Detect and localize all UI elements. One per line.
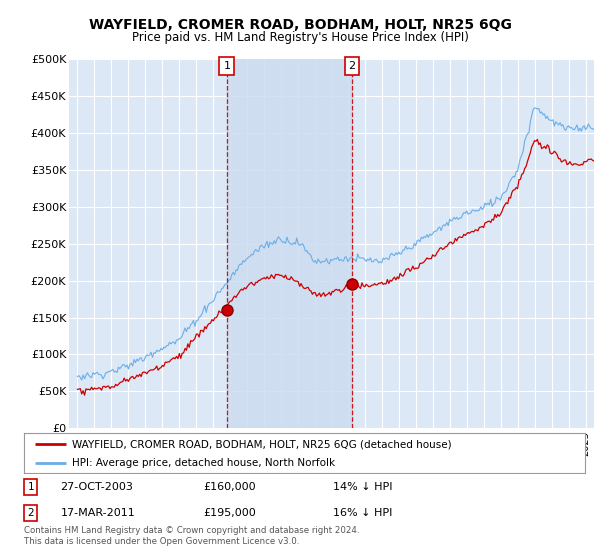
Text: Contains HM Land Registry data © Crown copyright and database right 2024.
This d: Contains HM Land Registry data © Crown c… [24, 526, 359, 546]
Bar [227, 59, 352, 428]
Text: 2: 2 [28, 508, 34, 518]
Text: £195,000: £195,000 [203, 508, 256, 518]
Text: WAYFIELD, CROMER ROAD, BODHAM, HOLT, NR25 6QG: WAYFIELD, CROMER ROAD, BODHAM, HOLT, NR2… [89, 18, 511, 32]
Text: 1: 1 [223, 61, 230, 71]
Text: 1: 1 [28, 482, 34, 492]
Text: 14% ↓ HPI: 14% ↓ HPI [332, 482, 392, 492]
Text: 16% ↓ HPI: 16% ↓ HPI [332, 508, 392, 518]
Text: 2: 2 [349, 61, 356, 71]
Text: WAYFIELD, CROMER ROAD, BODHAM, HOLT, NR25 6QG (detached house): WAYFIELD, CROMER ROAD, BODHAM, HOLT, NR2… [71, 439, 451, 449]
Text: 17-MAR-2011: 17-MAR-2011 [61, 508, 135, 518]
Text: £160,000: £160,000 [203, 482, 256, 492]
Text: 27-OCT-2003: 27-OCT-2003 [61, 482, 133, 492]
Text: HPI: Average price, detached house, North Norfolk: HPI: Average price, detached house, Nort… [71, 458, 335, 468]
Text: Price paid vs. HM Land Registry's House Price Index (HPI): Price paid vs. HM Land Registry's House … [131, 31, 469, 44]
